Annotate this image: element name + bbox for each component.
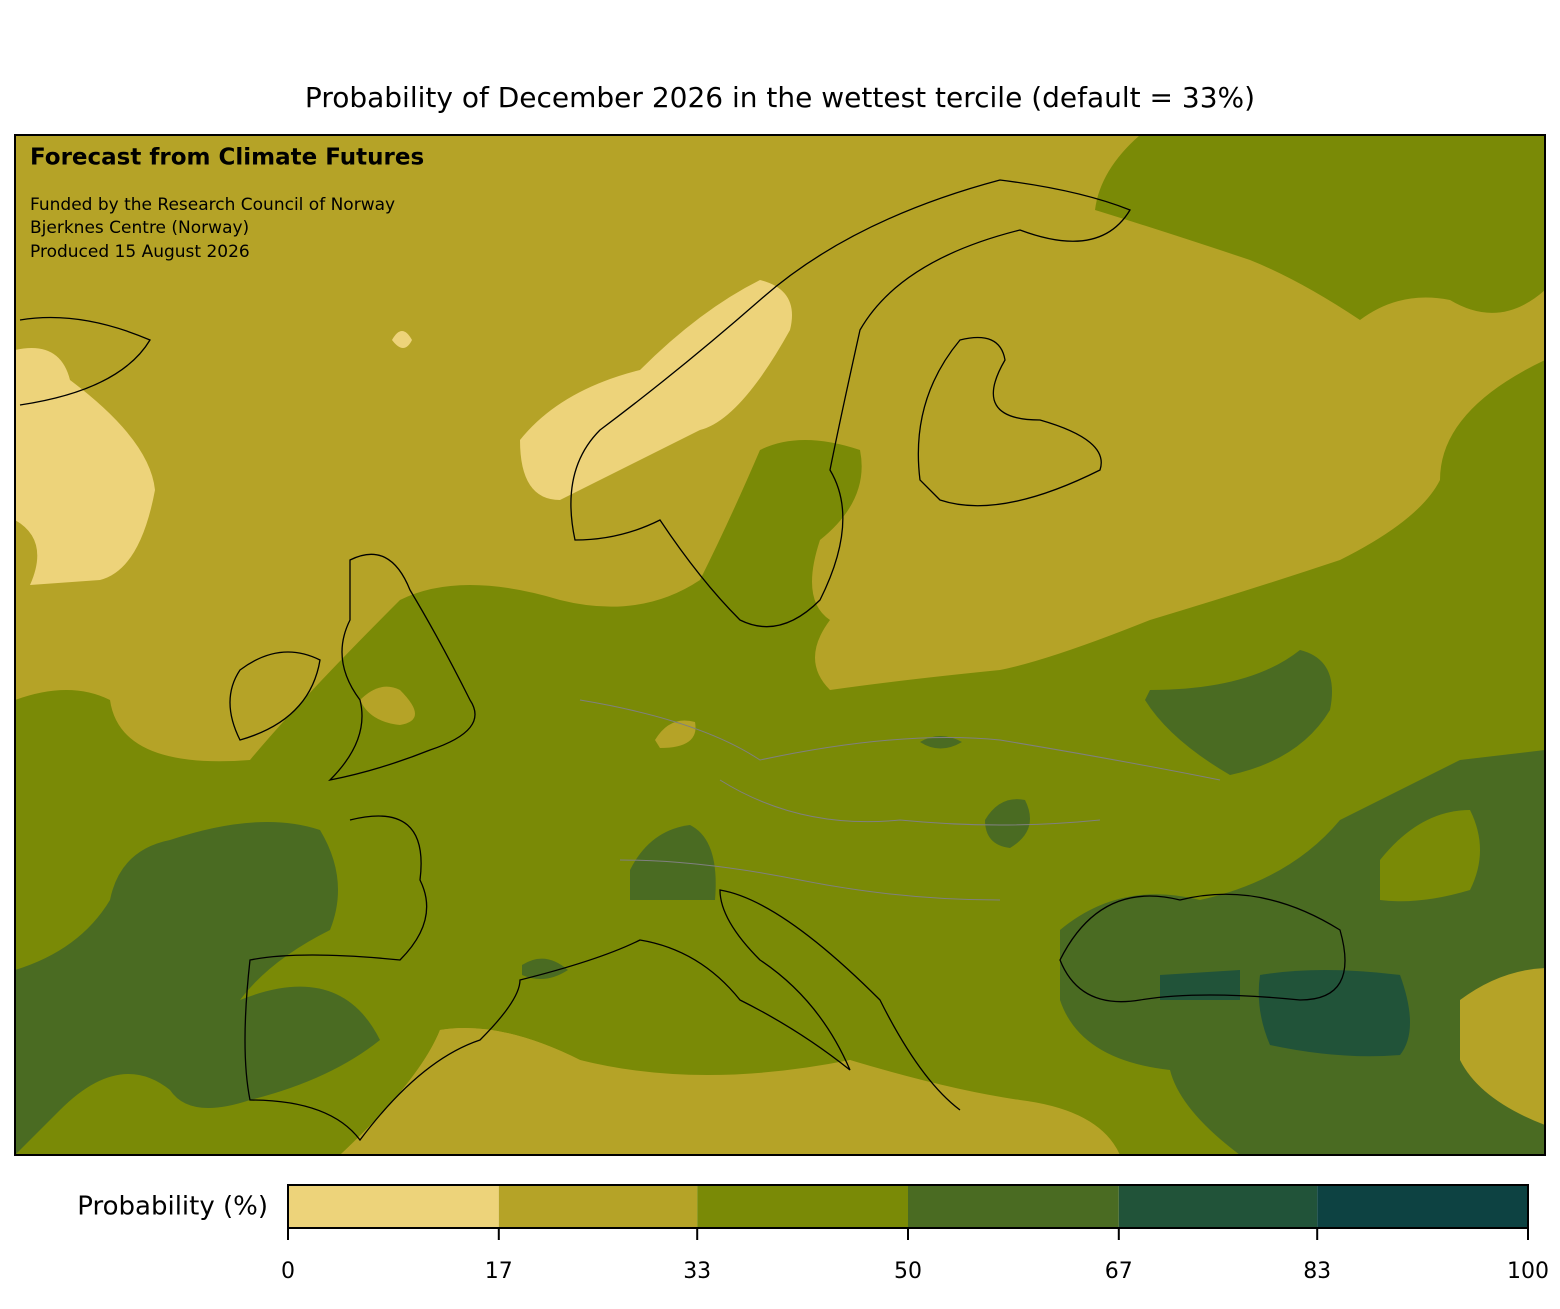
- annotation-line: Funded by the Research Council of Norway: [30, 195, 395, 215]
- annotation-line: Bjerknes Centre (Norway): [30, 218, 249, 238]
- region: [1460, 968, 1545, 1125]
- region: [985, 799, 1030, 848]
- colorbar-segment: [908, 1185, 1119, 1228]
- coastline: [1059, 893, 1346, 1003]
- colorbar-tick-label: 17: [485, 1259, 513, 1284]
- colorbar: 0 17 33 50 67 83 100: [281, 1184, 1549, 1284]
- colorbar-segment: [498, 1185, 698, 1228]
- colorbar-tick-label: 83: [1303, 1259, 1331, 1284]
- coastline: [229, 651, 321, 741]
- colorbar-tick-label: 33: [683, 1259, 711, 1284]
- map-frame: [14, 134, 1546, 1156]
- region: [1380, 810, 1480, 902]
- region: [1160, 970, 1240, 1000]
- border: [579, 699, 1221, 901]
- colorbar-segment: [1317, 1185, 1528, 1228]
- colorbar-segment: [697, 1185, 908, 1228]
- colorbar-tick-label: 67: [1105, 1259, 1133, 1284]
- annotation-heading: Forecast from Climate Futures: [30, 145, 424, 171]
- region: [15, 822, 380, 1155]
- colorbar-tick-label: 50: [894, 1259, 922, 1284]
- annotation-line: Produced 15 August 2026: [30, 242, 250, 262]
- region: [340, 1028, 1120, 1155]
- coastline: [19, 316, 151, 406]
- region: [392, 331, 412, 348]
- colorbar-segment: [1118, 1185, 1318, 1228]
- region: [655, 720, 696, 748]
- region: [522, 958, 568, 979]
- colorbar-label: Probability (%): [77, 1192, 268, 1222]
- region: [1145, 650, 1332, 775]
- colorbar-tick-label: 100: [1507, 1259, 1549, 1284]
- region: [360, 686, 415, 725]
- coastline: [917, 336, 1102, 507]
- coastline: [328, 553, 476, 782]
- colorbar-segment: [288, 1185, 499, 1228]
- region: [1095, 135, 1545, 320]
- region: [15, 348, 155, 585]
- map: [14, 134, 1546, 1156]
- title: Probability of December 2026 in the wett…: [305, 81, 1255, 114]
- region: [920, 736, 962, 749]
- coastline: [244, 815, 961, 1142]
- colorbar-tick-label: 0: [281, 1259, 295, 1284]
- coastline: [570, 179, 1131, 628]
- region: [1258, 970, 1410, 1057]
